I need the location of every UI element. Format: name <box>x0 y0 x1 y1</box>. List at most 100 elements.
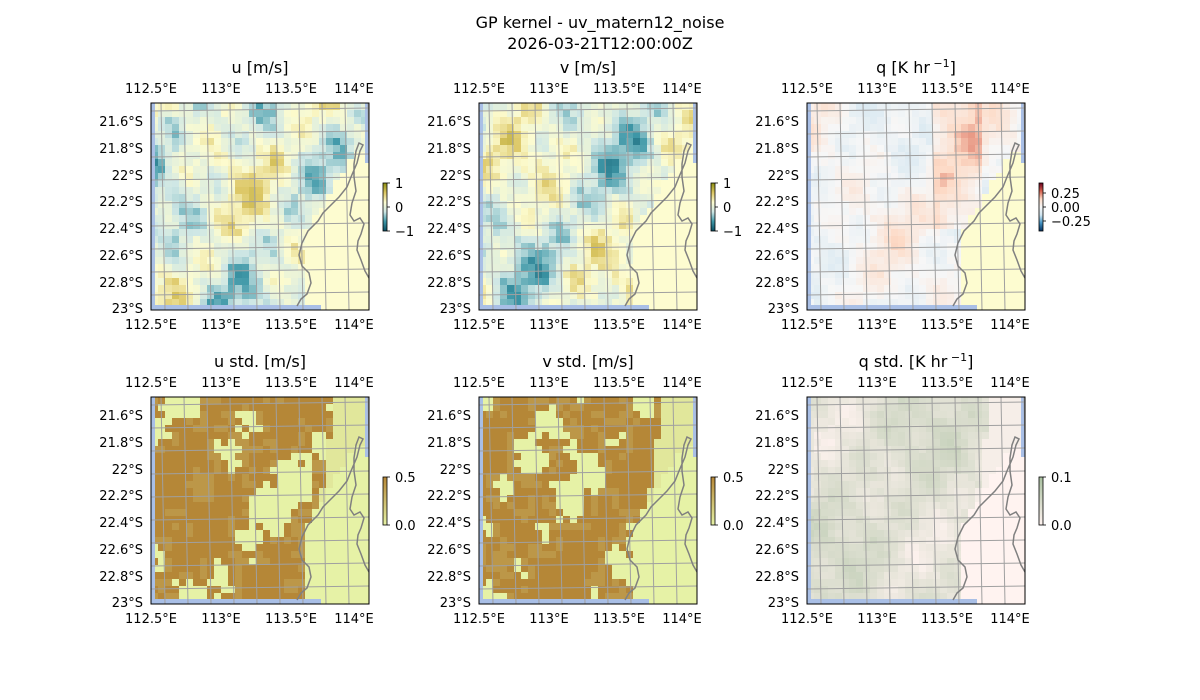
heatmap-cell <box>940 509 947 516</box>
heatmap-cell <box>926 453 933 460</box>
heatmap-cell <box>235 215 242 222</box>
meridian-line <box>488 397 494 604</box>
x-tick-label-bottom: 114°E <box>334 612 374 627</box>
heatmap-cell <box>179 439 186 446</box>
heatmap-cell <box>514 572 521 579</box>
heatmap-cell <box>905 222 912 229</box>
heatmap-cell <box>193 285 200 292</box>
heatmap-cell <box>542 572 549 579</box>
heatmap-cell <box>619 488 626 495</box>
heatmap-cell <box>158 509 165 516</box>
parallel-line <box>479 153 697 158</box>
heatmap-cell <box>968 439 975 446</box>
heatmap-cell <box>200 502 207 509</box>
heatmap-cell <box>291 516 298 523</box>
heatmap-cell <box>842 411 849 418</box>
heatmap-cell <box>207 523 214 530</box>
heatmap-cell <box>528 404 535 411</box>
heatmap-cell <box>284 299 291 306</box>
heatmap-cell <box>849 467 856 474</box>
heatmap-cell <box>947 285 954 292</box>
heatmap-cell <box>605 481 612 488</box>
heatmap-cell <box>619 586 626 593</box>
heatmap-cell <box>179 446 186 453</box>
heatmap-cell <box>849 572 856 579</box>
heatmap-cell <box>640 481 647 488</box>
heatmap-cell <box>256 397 263 404</box>
heatmap-cell <box>535 418 542 425</box>
heatmap-cell <box>612 124 619 131</box>
heatmap-cell <box>947 565 954 572</box>
heatmap-cell <box>179 397 186 404</box>
heatmap-cell <box>563 285 570 292</box>
heatmap-cell <box>172 264 179 271</box>
heatmap-cell <box>835 432 842 439</box>
heatmap-cell <box>249 173 256 180</box>
heatmap-cell <box>263 208 270 215</box>
heatmap-cell <box>926 271 933 278</box>
heatmap-cell <box>842 173 849 180</box>
heatmap-cell <box>689 425 696 432</box>
heatmap-cell <box>814 257 821 264</box>
heatmap-cell <box>298 404 305 411</box>
heatmap-cell <box>242 180 249 187</box>
heatmap-cell <box>856 530 863 537</box>
heatmap-cell <box>668 110 675 117</box>
heatmap-cell <box>842 124 849 131</box>
heatmap-cell <box>591 222 598 229</box>
heatmap-cell <box>598 180 605 187</box>
heatmap-cell <box>570 530 577 537</box>
heatmap-cell <box>507 565 514 572</box>
heatmap-cell <box>612 250 619 257</box>
heatmap-cell <box>207 404 214 411</box>
heatmap-cell <box>849 159 856 166</box>
heatmap-cell <box>905 495 912 502</box>
heatmap-cell <box>849 152 856 159</box>
heatmap-cell <box>200 117 207 124</box>
heatmap-cell <box>570 502 577 509</box>
heatmap-cell <box>493 495 500 502</box>
heatmap-cell <box>933 516 940 523</box>
heatmap-cell <box>919 502 926 509</box>
heatmap-cell <box>821 159 828 166</box>
heatmap-cell <box>598 439 605 446</box>
heatmap-cell <box>870 537 877 544</box>
heatmap-cell <box>877 418 884 425</box>
heatmap-cell <box>870 124 877 131</box>
x-tick-label-top: 113.5°E <box>265 376 317 391</box>
heatmap-cell <box>968 131 975 138</box>
heatmap-cell <box>549 117 556 124</box>
heatmap-cell <box>312 124 319 131</box>
heatmap-cell <box>968 159 975 166</box>
heatmap-cell <box>605 593 612 600</box>
heatmap-cell <box>605 467 612 474</box>
panel-title-superscript: −1 <box>930 57 950 70</box>
heatmap-cell <box>954 467 961 474</box>
heatmap-cell <box>542 292 549 299</box>
heatmap-cell <box>1003 418 1010 425</box>
heatmap-cell <box>926 243 933 250</box>
heatmap-cell <box>905 131 912 138</box>
heatmap-cell <box>821 509 828 516</box>
heatmap-cell <box>486 201 493 208</box>
heatmap-cell <box>179 292 186 299</box>
heatmap-cell <box>612 565 619 572</box>
heatmap-cell <box>961 124 968 131</box>
heatmap-cell <box>947 131 954 138</box>
heatmap-cell <box>821 201 828 208</box>
heatmap-cell <box>975 201 982 208</box>
heatmap-cell <box>249 166 256 173</box>
heatmap-cell <box>235 236 242 243</box>
heatmap-cell <box>863 495 870 502</box>
meridian-line <box>908 397 914 604</box>
heatmap-cell <box>619 551 626 558</box>
heatmap-cell <box>982 166 989 173</box>
heatmap-cell <box>186 502 193 509</box>
heatmap-cell <box>235 474 242 481</box>
heatmap-cell <box>821 397 828 404</box>
heatmap-cell <box>249 544 256 551</box>
heatmap-cell <box>165 593 172 600</box>
heatmap-cell <box>996 124 1003 131</box>
heatmap-cell <box>905 572 912 579</box>
heatmap-cell <box>905 292 912 299</box>
